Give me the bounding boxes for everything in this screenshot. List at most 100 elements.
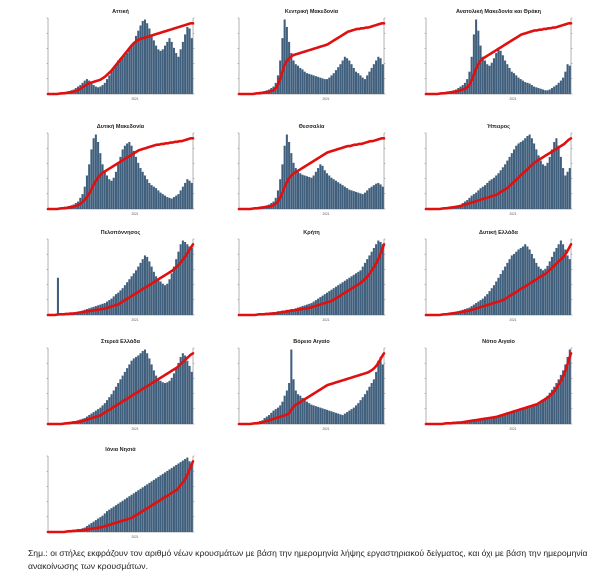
bar bbox=[292, 162, 295, 209]
bar bbox=[559, 156, 562, 209]
bar bbox=[566, 171, 569, 209]
bar bbox=[299, 306, 302, 315]
bar bbox=[555, 138, 558, 209]
bar bbox=[279, 179, 282, 209]
bar bbox=[294, 64, 297, 94]
chart-title: Ιόνια Νησιά bbox=[105, 447, 136, 453]
chart-svg: Στερεά Ελλάδα 2021 bbox=[46, 339, 195, 431]
bar bbox=[375, 244, 378, 315]
bar bbox=[562, 77, 565, 94]
bar bbox=[361, 397, 364, 424]
bar bbox=[381, 64, 384, 94]
bar bbox=[350, 276, 353, 315]
bar bbox=[135, 35, 138, 94]
bar bbox=[186, 360, 189, 424]
bar bbox=[321, 165, 324, 209]
bar bbox=[97, 141, 100, 209]
x-axis-label: 2021 bbox=[131, 97, 138, 101]
bar bbox=[370, 251, 373, 315]
chart-title: Νότιο Αιγαίο bbox=[482, 339, 515, 345]
bar bbox=[506, 160, 509, 209]
bar bbox=[148, 261, 151, 315]
bar bbox=[150, 364, 153, 424]
bar bbox=[486, 182, 489, 209]
bar bbox=[537, 266, 540, 315]
bar bbox=[110, 180, 113, 209]
bar bbox=[92, 85, 95, 94]
bar bbox=[92, 521, 95, 532]
bar bbox=[317, 406, 320, 424]
bar bbox=[326, 409, 329, 424]
bar bbox=[132, 493, 135, 532]
bar bbox=[159, 50, 162, 94]
bar bbox=[497, 416, 500, 424]
bar bbox=[337, 67, 340, 94]
bar bbox=[535, 262, 538, 315]
bar bbox=[341, 282, 344, 315]
bar bbox=[479, 45, 482, 94]
bar bbox=[337, 413, 340, 424]
bar bbox=[128, 364, 131, 424]
bar bbox=[370, 186, 373, 209]
bar bbox=[363, 192, 366, 209]
bar bbox=[164, 195, 167, 209]
bar bbox=[495, 175, 498, 209]
region-chart: Ανατολική Μακεδονία και Θράκη 2021 bbox=[398, 6, 584, 110]
bar bbox=[186, 26, 189, 94]
bar bbox=[566, 356, 569, 424]
bar bbox=[190, 464, 193, 532]
bar bbox=[106, 511, 109, 532]
chart-title: Κεντρική Μακεδονία bbox=[285, 9, 339, 15]
bar bbox=[126, 497, 129, 532]
bar bbox=[301, 174, 304, 209]
bar bbox=[112, 177, 115, 209]
bar bbox=[337, 285, 340, 315]
bar bbox=[357, 192, 360, 209]
footnote: Σημ.: οι στήλες εκφράζουν τον αριθμό νέω… bbox=[28, 548, 588, 571]
bar bbox=[184, 34, 187, 94]
bar bbox=[85, 79, 88, 94]
bar bbox=[157, 49, 160, 94]
bar bbox=[328, 410, 331, 424]
bar bbox=[123, 371, 126, 424]
bar bbox=[314, 300, 317, 315]
region-chart: Δυτική Ελλάδα 2021 bbox=[398, 227, 584, 331]
bar bbox=[539, 160, 542, 209]
bar bbox=[504, 60, 507, 94]
bar bbox=[305, 176, 308, 209]
bar bbox=[175, 464, 178, 532]
bar bbox=[319, 407, 322, 424]
bar bbox=[359, 400, 362, 424]
bar bbox=[559, 80, 562, 94]
bar bbox=[56, 277, 59, 315]
bar bbox=[504, 164, 507, 209]
bar bbox=[94, 520, 97, 532]
bar bbox=[330, 411, 333, 424]
cumulative-line bbox=[46, 22, 195, 96]
bar bbox=[379, 58, 382, 94]
bar bbox=[288, 41, 291, 94]
bar bbox=[181, 41, 184, 94]
bar bbox=[539, 268, 542, 315]
bar bbox=[161, 49, 164, 94]
bar bbox=[150, 185, 153, 209]
bar bbox=[301, 69, 304, 94]
bar bbox=[559, 240, 562, 315]
x-axis-label: 2021 bbox=[322, 212, 329, 216]
bar bbox=[305, 401, 308, 424]
bar bbox=[103, 82, 106, 94]
chart-svg: Βόρειο Αιγαίο 2021 bbox=[237, 339, 386, 431]
chart-title: Πελοπόννησος bbox=[101, 230, 141, 236]
bar bbox=[562, 370, 565, 424]
bar bbox=[94, 134, 97, 209]
bar bbox=[557, 145, 560, 209]
bar bbox=[488, 65, 491, 94]
bar bbox=[357, 271, 360, 315]
bar bbox=[276, 407, 279, 424]
bar bbox=[281, 164, 284, 209]
bar bbox=[332, 412, 335, 424]
bar bbox=[141, 171, 144, 209]
bar bbox=[524, 82, 527, 94]
bar bbox=[181, 240, 184, 315]
bar bbox=[475, 419, 478, 424]
